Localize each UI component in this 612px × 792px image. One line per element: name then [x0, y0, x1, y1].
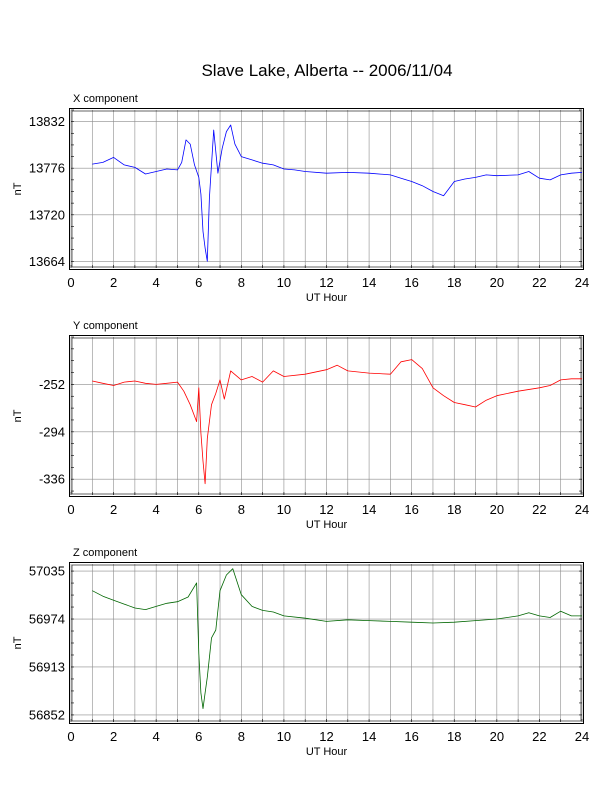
- page-title: Slave Lake, Alberta -- 2006/11/04: [201, 61, 452, 80]
- x-tick-label: 2: [110, 502, 117, 517]
- x-tick-label: 20: [490, 275, 504, 290]
- y-tick-label: -252: [39, 377, 65, 392]
- x-tick-label: 6: [195, 275, 202, 290]
- x-tick-label: 18: [447, 502, 461, 517]
- y-tick-label: 56913: [29, 659, 65, 674]
- x-axis-label: UT Hour: [306, 292, 348, 304]
- x-tick-label: 18: [447, 275, 461, 290]
- y-axis-label: nT: [12, 636, 24, 649]
- x-tick-label: 22: [532, 729, 546, 744]
- axis-frame-outer: [69, 108, 584, 270]
- x-tick-label: 16: [404, 502, 418, 517]
- y-tick-label: 56852: [29, 707, 65, 722]
- y-tick-label: -294: [39, 424, 65, 439]
- x-tick-label: 12: [319, 275, 333, 290]
- y-tick-label: 13776: [29, 161, 65, 176]
- series-line: [92, 568, 582, 709]
- x-tick-label: 8: [238, 275, 245, 290]
- x-tick-label: 4: [153, 275, 160, 290]
- x-tick-label: 22: [532, 502, 546, 517]
- series-line: [92, 359, 582, 485]
- x-tick-label: 24: [575, 729, 589, 744]
- x-tick-label: 2: [110, 729, 117, 744]
- x-tick-label: 0: [67, 275, 74, 290]
- x-axis-label: UT Hour: [306, 519, 348, 531]
- x-axis-label: UT Hour: [306, 746, 348, 758]
- x-tick-label: 10: [277, 502, 291, 517]
- axis-frame-outer: [69, 562, 584, 724]
- y-axis-label: nT: [12, 409, 24, 422]
- x-tick-label: 8: [238, 502, 245, 517]
- x-tick-label: 20: [490, 729, 504, 744]
- panel-title: Z component: [73, 547, 137, 559]
- x-tick-label: 14: [362, 275, 376, 290]
- x-tick-label: 24: [575, 502, 589, 517]
- x-tick-label: 14: [362, 729, 376, 744]
- x-tick-label: 6: [195, 729, 202, 744]
- x-tick-label: 10: [277, 729, 291, 744]
- x-tick-label: 24: [575, 275, 589, 290]
- axis-frame-outer: [69, 335, 584, 497]
- x-tick-label: 4: [153, 502, 160, 517]
- x-tick-label: 18: [447, 729, 461, 744]
- x-tick-label: 20: [490, 502, 504, 517]
- y-tick-label: 13832: [29, 114, 65, 129]
- y-tick-label: 13720: [29, 207, 65, 222]
- x-tick-label: 2: [110, 275, 117, 290]
- x-tick-label: 16: [404, 275, 418, 290]
- x-tick-label: 16: [404, 729, 418, 744]
- x-tick-label: 6: [195, 502, 202, 517]
- panel-title: Y component: [73, 320, 138, 332]
- y-tick-label: 13664: [29, 254, 65, 269]
- x-tick-label: 22: [532, 275, 546, 290]
- x-tick-label: 4: [153, 729, 160, 744]
- x-tick-label: 12: [319, 729, 333, 744]
- series-line: [92, 124, 583, 262]
- x-tick-label: 8: [238, 729, 245, 744]
- y-tick-label: 57035: [29, 564, 65, 579]
- x-tick-label: 10: [277, 275, 291, 290]
- y-tick-label: -336: [39, 472, 65, 487]
- panel-title: X component: [73, 93, 138, 105]
- y-axis-label: nT: [12, 182, 24, 195]
- y-tick-label: 56974: [29, 612, 65, 627]
- x-tick-label: 12: [319, 502, 333, 517]
- x-tick-label: 14: [362, 502, 376, 517]
- x-tick-label: 0: [67, 502, 74, 517]
- x-tick-label: 0: [67, 729, 74, 744]
